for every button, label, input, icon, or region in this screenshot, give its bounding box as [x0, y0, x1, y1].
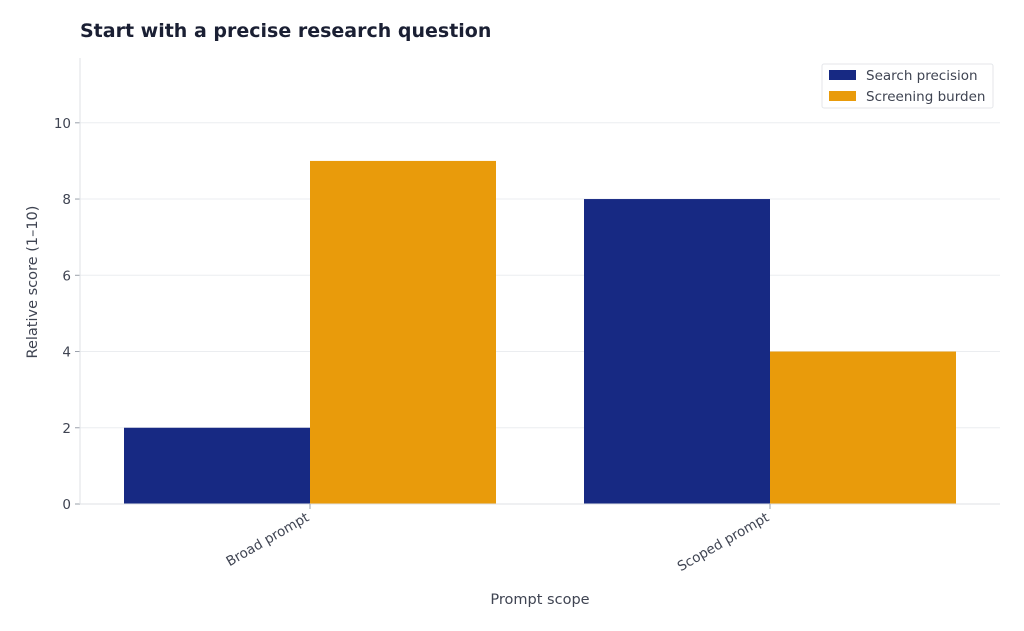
- x-axis-label: Prompt scope: [490, 592, 589, 608]
- axes: [75, 58, 1000, 509]
- x-tick-label-scoped-prompt: Scoped prompt: [675, 510, 772, 575]
- y-axis-label: Relative score (1–10): [25, 206, 41, 359]
- y-tick-label-6: 6: [62, 268, 71, 284]
- bar-screening-burden-broad-prompt: [310, 160, 496, 504]
- legend-label-search-precision: Search precision: [866, 68, 978, 84]
- y-tick-label-4: 4: [62, 345, 71, 361]
- chart-title: Start with a precise research question: [80, 20, 492, 42]
- legend-swatch-screening-burden: [829, 91, 856, 101]
- bar-screening-burden-scoped-prompt: [770, 351, 956, 504]
- legend-swatch-search-precision: [829, 70, 856, 80]
- bars: [124, 160, 956, 505]
- bar-search-precision-broad-prompt: [124, 427, 310, 504]
- x-tick-label-broad-prompt: Broad prompt: [223, 510, 312, 570]
- y-tick-label-10: 10: [54, 116, 71, 132]
- y-tick-label-8: 8: [62, 192, 71, 208]
- legend-label-screening-burden: Screening burden: [866, 89, 985, 105]
- legend: Search precision Screening burden: [821, 63, 994, 109]
- legend-box: [821, 63, 994, 109]
- y-tick-label-2: 2: [62, 421, 71, 437]
- y-tick-label-0: 0: [62, 497, 71, 513]
- bar-search-precision-scoped-prompt: [584, 199, 770, 505]
